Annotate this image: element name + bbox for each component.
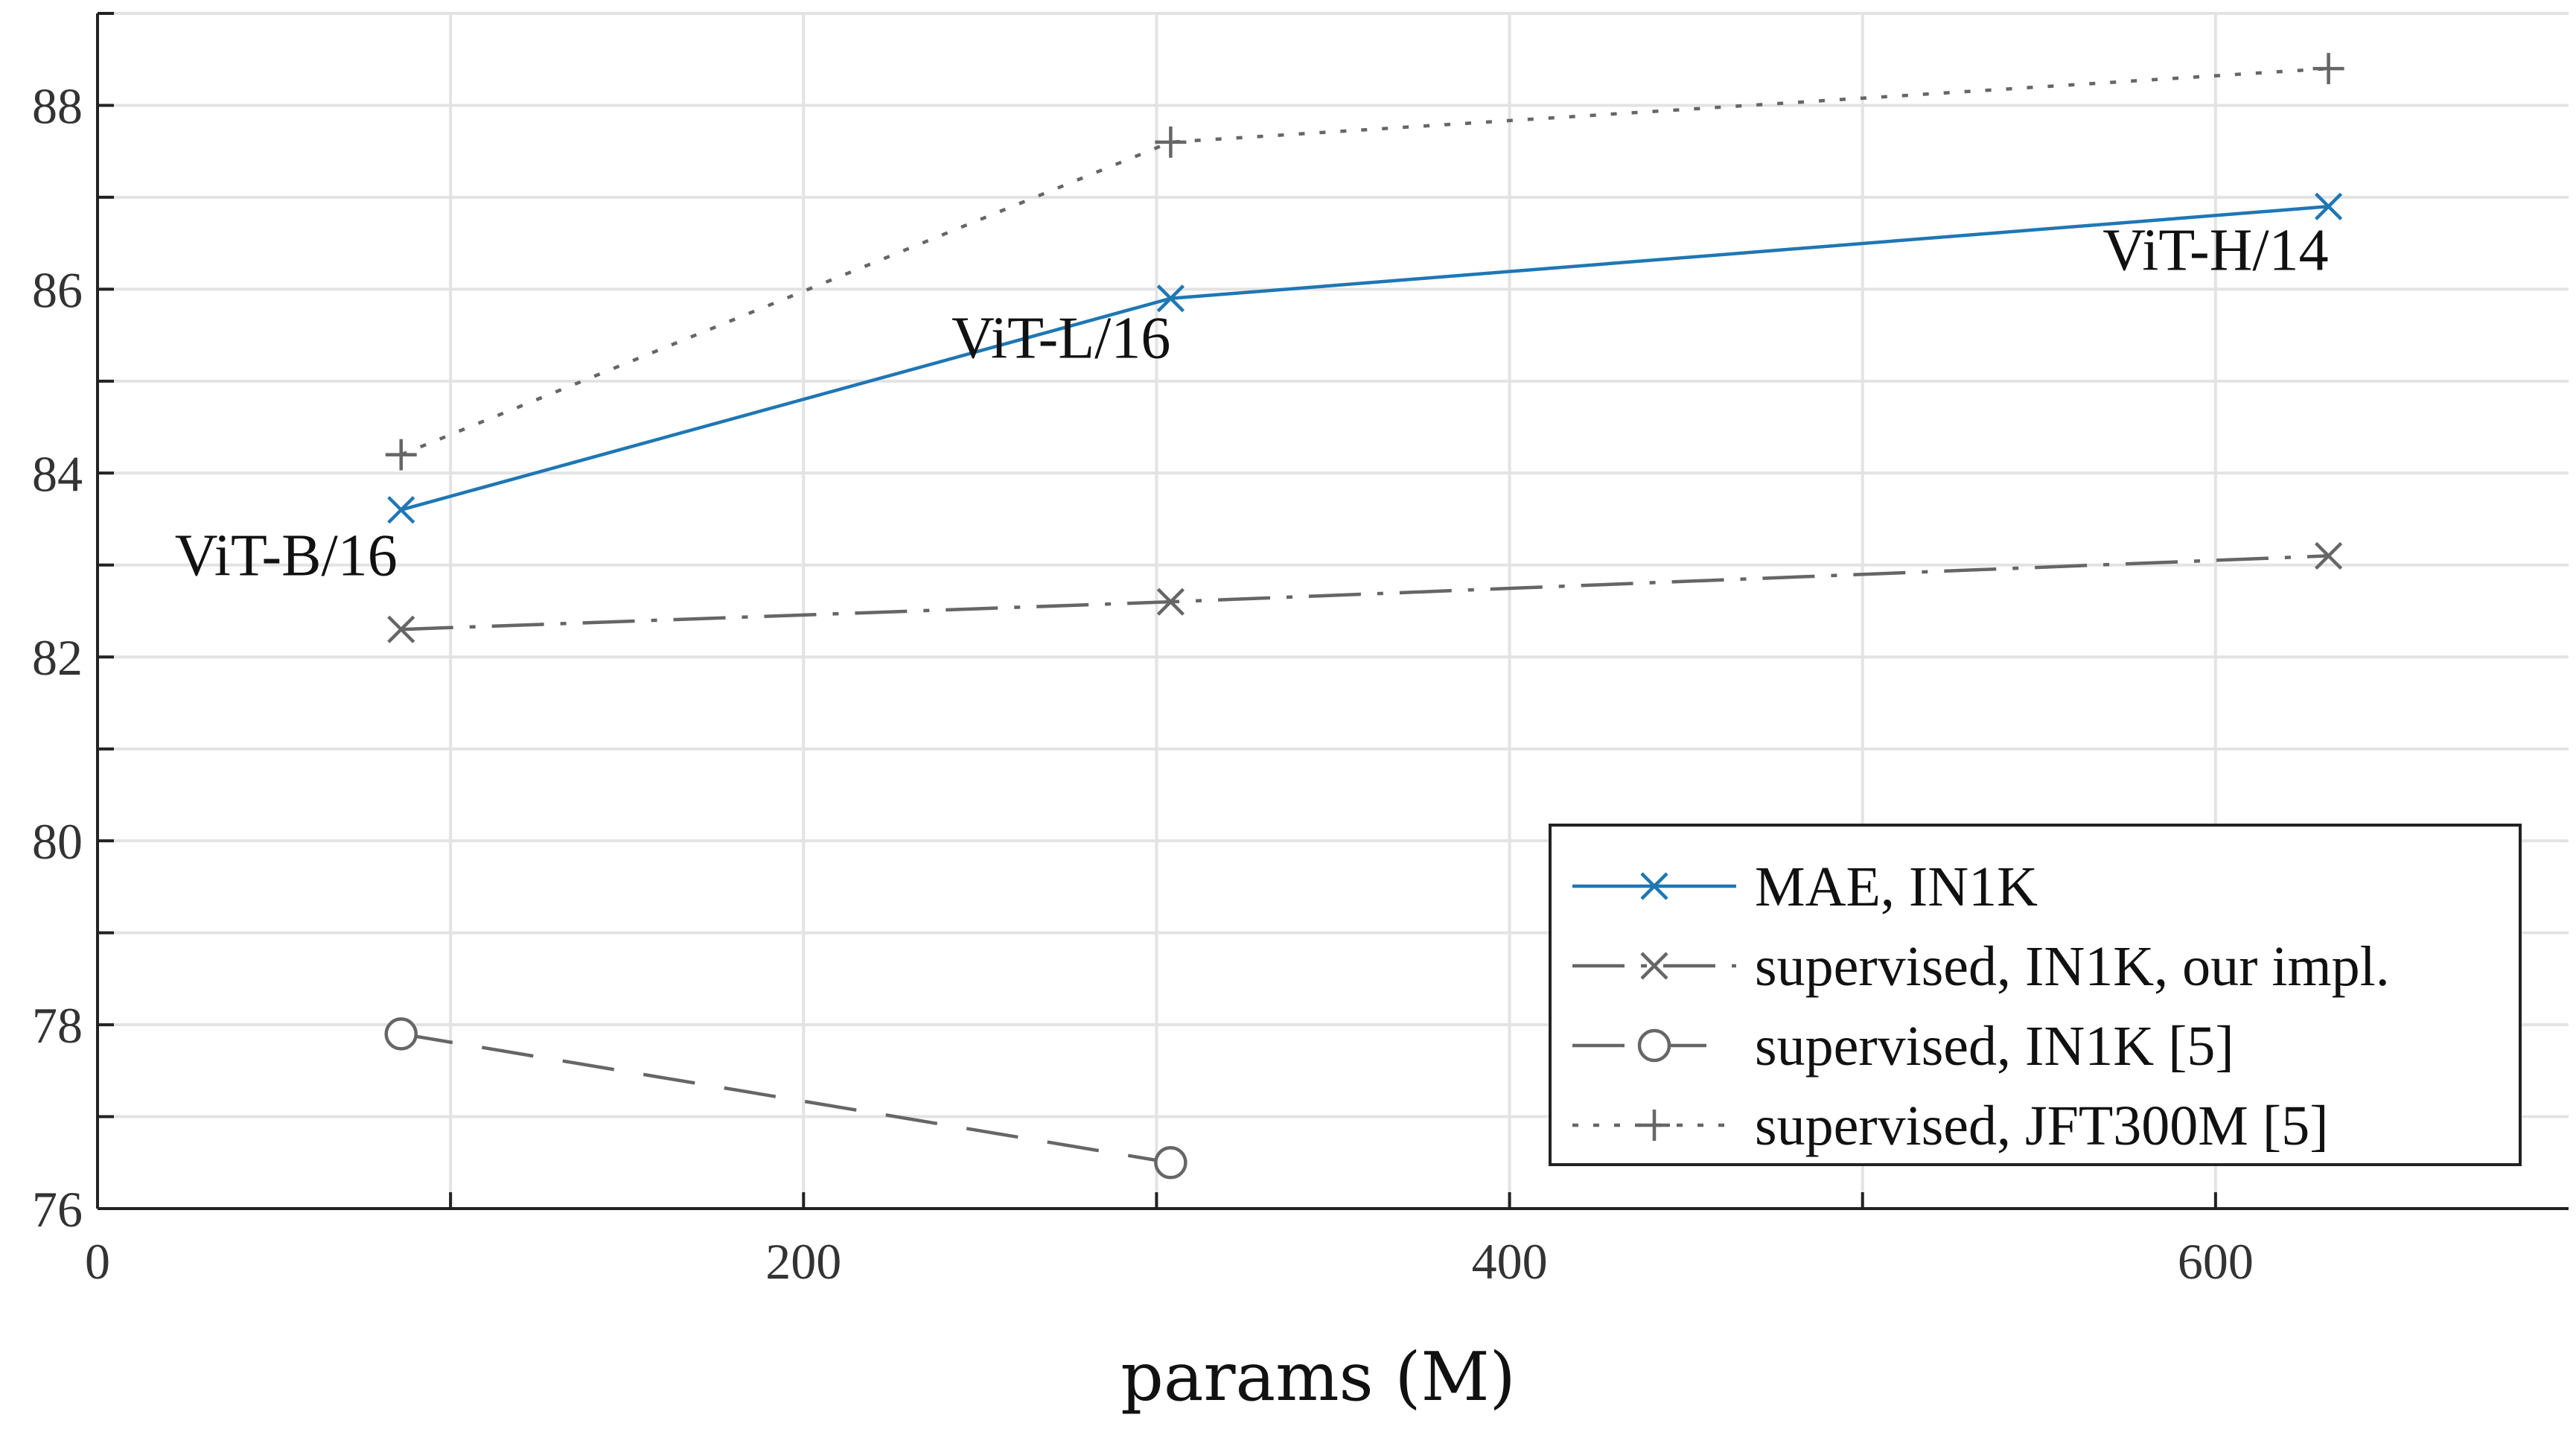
data-point: [1154, 1146, 1187, 1180]
y-tick-label: 78: [32, 997, 83, 1054]
data-point: [384, 1017, 418, 1051]
legend-item: supervised, IN1K, our impl.: [1572, 935, 2390, 998]
legend-item: MAE, IN1K: [1572, 856, 2038, 918]
series-line: [401, 554, 2329, 631]
legend-label: supervised, IN1K [5]: [1755, 1015, 2234, 1078]
grid-lines: [98, 12, 2569, 1210]
legend: MAE, IN1K supervised, IN1K, our impl. supe…: [1549, 824, 2522, 1166]
series-2: [384, 1017, 1187, 1180]
legend-label: MAE, IN1K: [1755, 856, 2038, 918]
data-point: [387, 496, 415, 524]
model-annotation: ViT-L/16: [951, 306, 1170, 372]
x-tick-label: 200: [765, 1233, 841, 1290]
data-series: [384, 53, 2344, 1180]
axes: [96, 12, 2569, 1210]
data-point: [387, 615, 415, 643]
y-tick-label: 88: [32, 77, 83, 134]
series-line: [401, 1032, 1171, 1165]
legend-label: supervised, IN1K, our impl.: [1755, 935, 2390, 998]
data-point: [385, 439, 417, 471]
data-point: [1156, 284, 1185, 313]
tick-labels: 76 78 80 82 84 86 88 0 200 400 600: [32, 77, 2254, 1290]
y-tick-label: 80: [32, 813, 83, 870]
annotations: ViT-B/16 ViT-L/16 ViT-H/14: [175, 217, 2329, 588]
legend-label: supervised, JFT300M [5]: [1755, 1095, 2329, 1157]
y-tick-label: 76: [32, 1181, 83, 1238]
y-tick-label: 84: [32, 445, 83, 502]
y-tick-label: 86: [32, 261, 83, 318]
legend-marker: [1639, 1110, 1670, 1141]
x-axis-title: params (M): [1120, 1338, 1515, 1416]
x-tick-label: 600: [2178, 1233, 2254, 1290]
legend-marker: [1640, 872, 1668, 900]
legend-item: supervised, IN1K [5]: [1572, 1015, 2234, 1078]
model-annotation: ViT-H/14: [2102, 217, 2328, 283]
data-point: [2312, 53, 2344, 85]
x-tick-label: 400: [1472, 1233, 1548, 1290]
legend-marker: [1637, 1028, 1671, 1063]
model-annotation: ViT-B/16: [175, 524, 398, 589]
data-point: [2314, 541, 2343, 570]
data-point: [1156, 588, 1185, 616]
series-3: [385, 53, 2344, 471]
data-point: [2314, 192, 2343, 220]
series-line: [401, 205, 2329, 512]
legend-item: supervised, JFT300M [5]: [1572, 1095, 2329, 1157]
series-line: [400, 66, 2329, 456]
data-point: [1155, 126, 1187, 158]
legend-marker: [1640, 952, 1668, 980]
series-0: [387, 192, 2343, 524]
series-1: [387, 541, 2343, 643]
x-tick-label: 0: [85, 1233, 110, 1290]
y-tick-label: 82: [32, 629, 83, 686]
legend-box: [1549, 824, 2522, 1166]
